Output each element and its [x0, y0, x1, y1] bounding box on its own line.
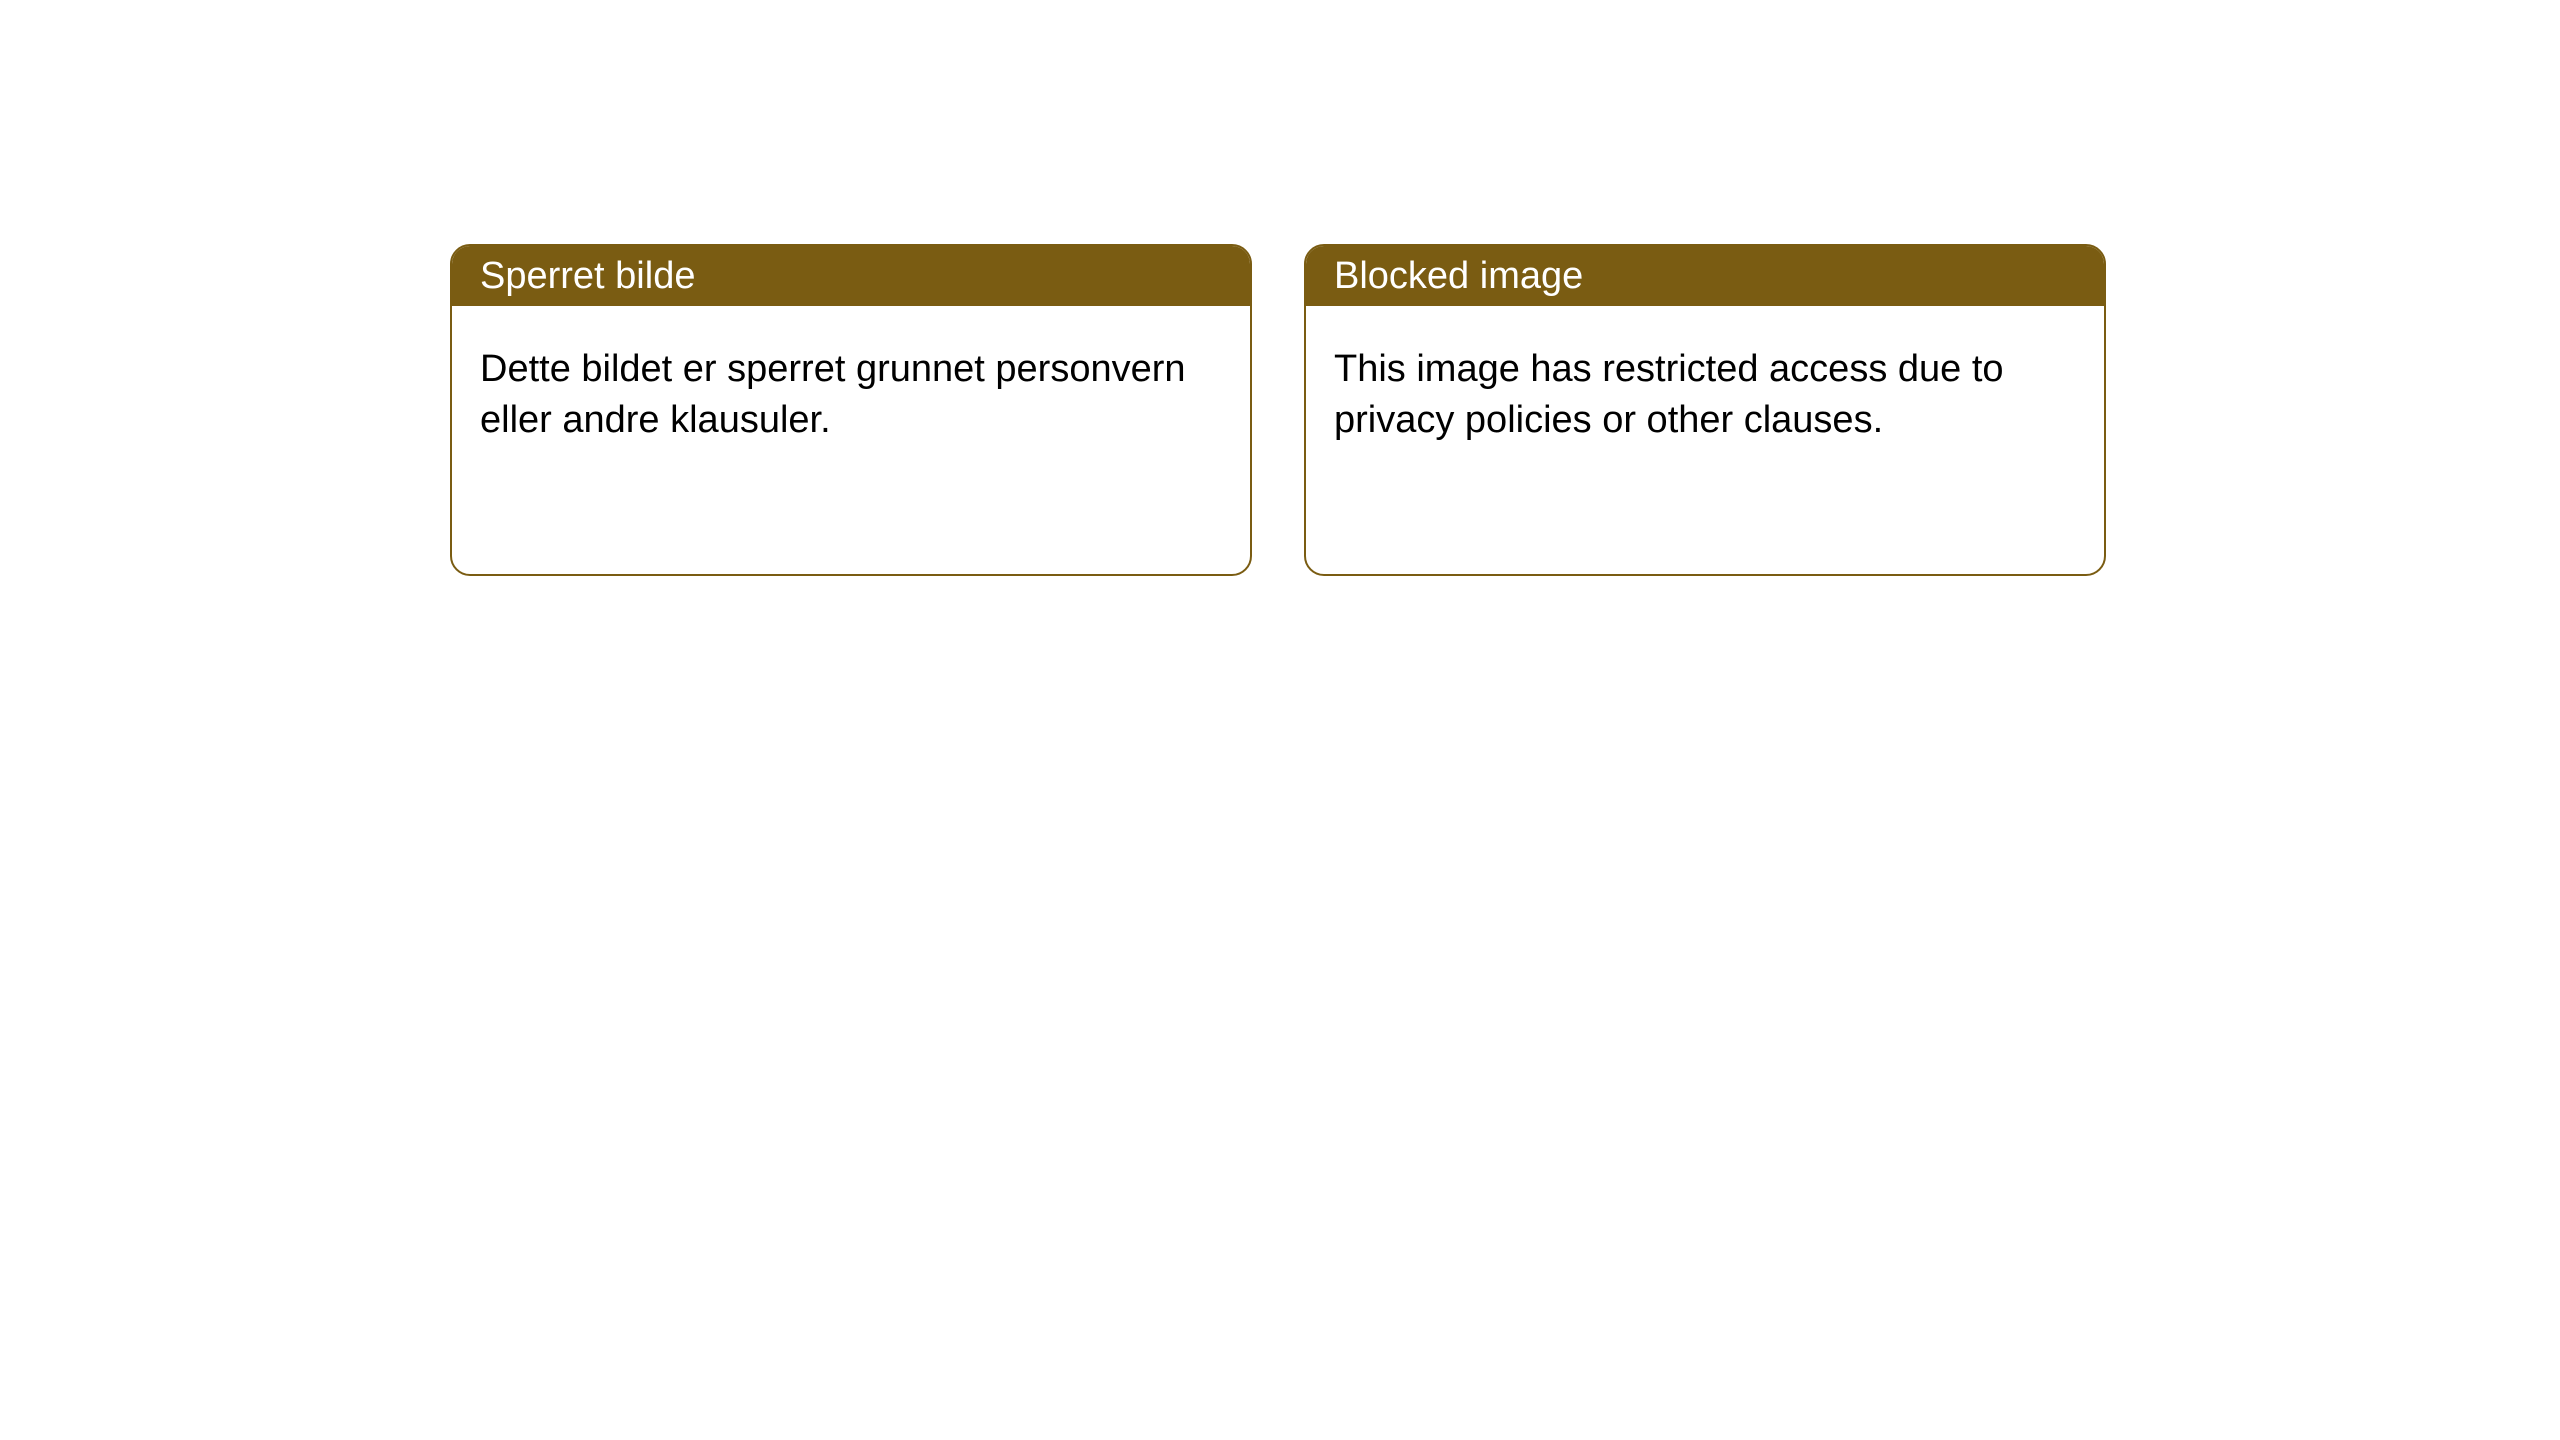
notice-card-text: This image has restricted access due to … [1334, 348, 2004, 441]
notice-container: Sperret bilde Dette bildet er sperret gr… [450, 244, 2106, 576]
notice-card-title: Blocked image [1334, 255, 1583, 298]
notice-card-body: This image has restricted access due to … [1306, 306, 2104, 485]
notice-card-english: Blocked image This image has restricted … [1304, 244, 2106, 576]
notice-card-header: Sperret bilde [452, 246, 1250, 306]
notice-card-text: Dette bildet er sperret grunnet personve… [480, 348, 1186, 441]
notice-card-body: Dette bildet er sperret grunnet personve… [452, 306, 1250, 485]
notice-card-title: Sperret bilde [480, 255, 695, 298]
notice-card-norwegian: Sperret bilde Dette bildet er sperret gr… [450, 244, 1252, 576]
notice-card-header: Blocked image [1306, 246, 2104, 306]
